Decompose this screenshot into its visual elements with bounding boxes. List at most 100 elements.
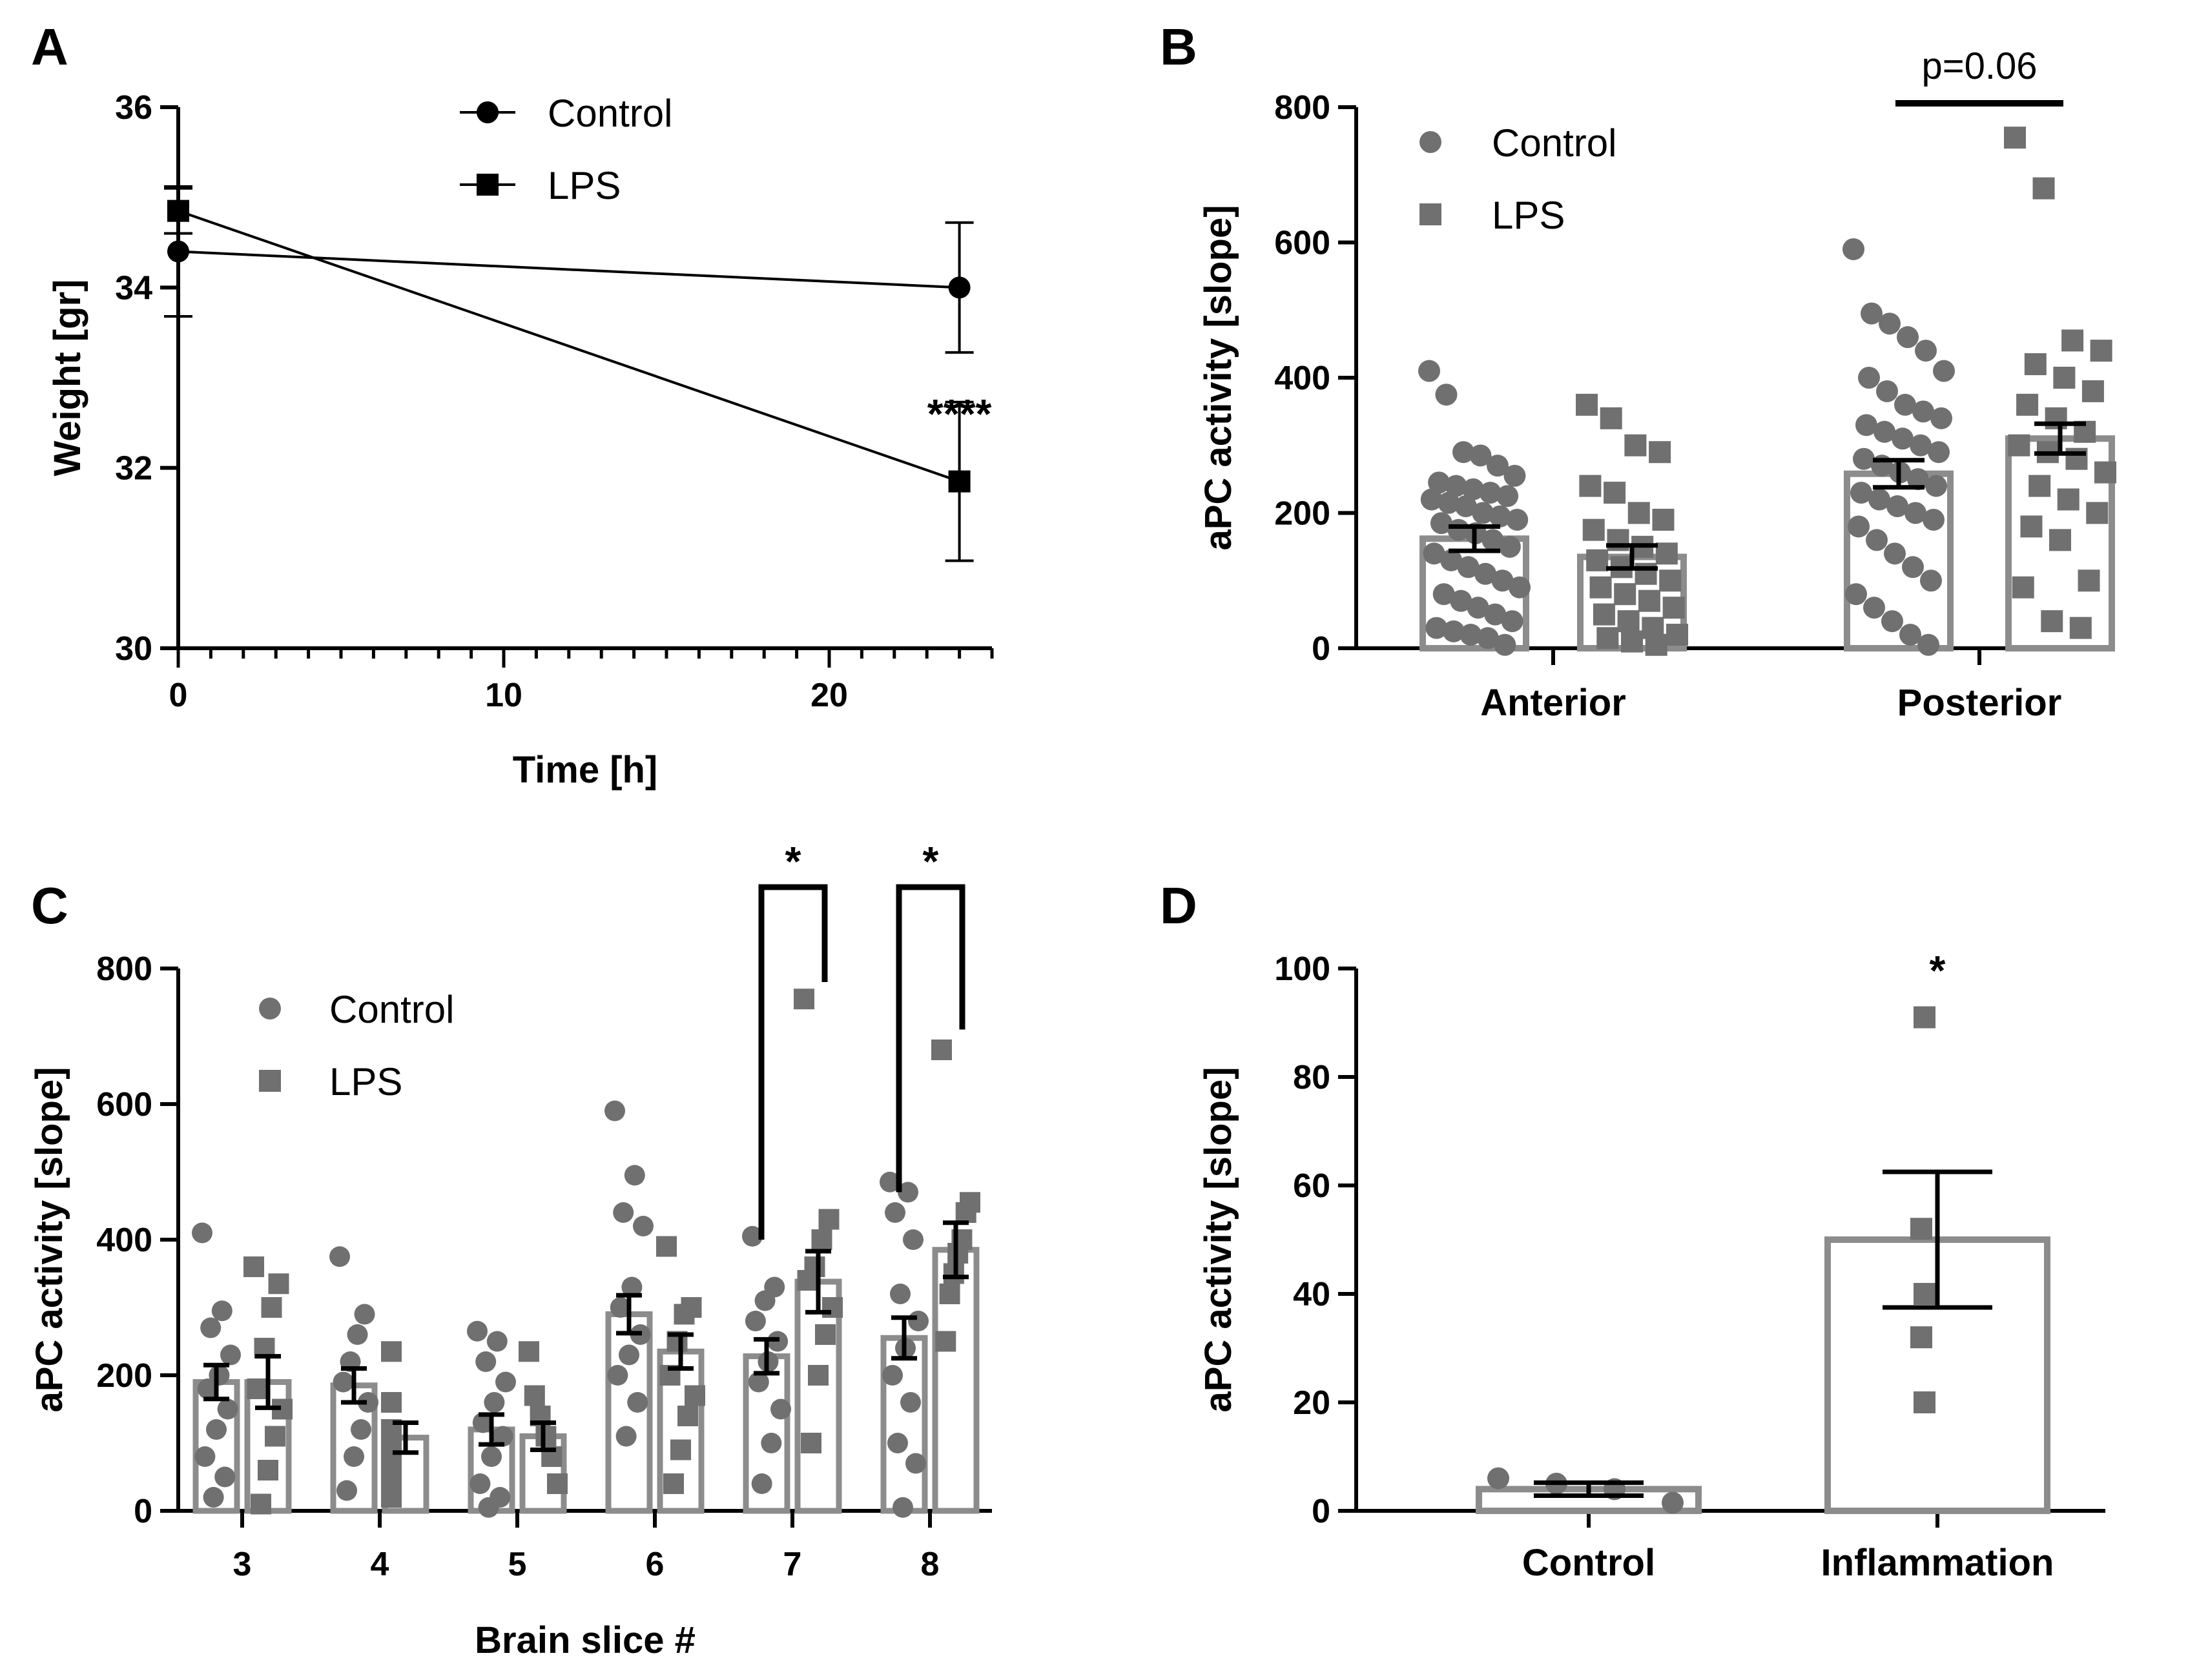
panel-B-point-LPS-Anterior-25 bbox=[1621, 630, 1643, 653]
panel-C-point-LPS-8-6 bbox=[939, 1284, 960, 1304]
panel-B-point-Control-Anterior-2 bbox=[1452, 441, 1474, 464]
panel-B-point-Control-Anterior-16 bbox=[1506, 508, 1529, 531]
panel-B-point-LPS-Anterior-4 bbox=[1579, 475, 1602, 497]
panel-C-point-Control-5-3 bbox=[495, 1371, 516, 1393]
panel-B-point-Control-Posterior-24 bbox=[1904, 502, 1926, 524]
panel-C-point-LPS-7-5 bbox=[822, 1297, 843, 1318]
panel-C-point-Control-8-11 bbox=[893, 1497, 913, 1518]
panel-B-point-Control-Posterior-15 bbox=[1928, 441, 1950, 464]
panel-C-point-LPS-4-0 bbox=[381, 1341, 402, 1362]
panel-C-point-Control-8-9 bbox=[887, 1433, 908, 1453]
panel-C-point-Control-3-7 bbox=[206, 1419, 227, 1440]
panel-B-point-LPS-Anterior-6 bbox=[1627, 502, 1650, 524]
panel-A-point-LPS-0 bbox=[167, 200, 189, 222]
panel-B-point-LPS-Posterior-8 bbox=[2045, 407, 2067, 429]
panel-C-x-tick-label-1: 4 bbox=[371, 1546, 389, 1583]
panel-B-y-axis-title: aPC activity [slope] bbox=[1197, 205, 1239, 550]
panel-B-point-LPS-Posterior-2 bbox=[2061, 329, 2084, 352]
panel-C-point-Control-8-7 bbox=[882, 1365, 903, 1386]
panel-B-x-tick-label-0: Anterior bbox=[1480, 682, 1626, 724]
panel-B-point-LPS-Posterior-18 bbox=[2049, 529, 2071, 551]
panel-C-point-Control-8-2 bbox=[885, 1202, 905, 1223]
panel-C-point-LPS-3-4 bbox=[247, 1378, 268, 1399]
panel-B-point-Control-Anterior-14 bbox=[1472, 502, 1494, 524]
panel-B-point-Control-Posterior-0 bbox=[1842, 238, 1864, 260]
panel-C-point-Control-3-8 bbox=[194, 1446, 216, 1467]
panel-C-point-Control-5-5 bbox=[472, 1412, 493, 1433]
panel-B-point-Control-Posterior-33 bbox=[1881, 610, 1903, 633]
panel-B-point-LPS-Anterior-21 bbox=[1617, 610, 1640, 633]
panel-D-point-Inflammation-4 bbox=[1914, 1391, 1935, 1413]
panel-C-legend-marker-1 bbox=[259, 1070, 281, 1092]
panel-B-point-LPS-Posterior-15 bbox=[2057, 488, 2080, 511]
panel-B-point-LPS-Posterior-10 bbox=[2008, 434, 2030, 456]
panel-B-point-Control-Posterior-20 bbox=[1925, 475, 1947, 497]
panel-B-point-LPS-Posterior-3 bbox=[2090, 340, 2112, 362]
panel-B-y-tick-label-0: 0 bbox=[1312, 630, 1330, 668]
panel-C-point-Control-3-1 bbox=[211, 1300, 232, 1322]
panel-C-point-LPS-7-7 bbox=[808, 1365, 829, 1386]
panel-C-point-Control-6-4 bbox=[621, 1276, 643, 1298]
panel-B-point-Control-Posterior-4 bbox=[1915, 340, 1937, 362]
panel-A-x-tick-label-0: 0 bbox=[169, 677, 188, 714]
panel-C-point-Control-6-2 bbox=[613, 1202, 634, 1223]
panel-A-label: A bbox=[31, 18, 68, 76]
panel-D-y-tick-label-3: 60 bbox=[1293, 1167, 1330, 1205]
panel-B-point-Control-Posterior-30 bbox=[1920, 569, 1942, 592]
panel-A-y-tick-label-3: 36 bbox=[115, 89, 152, 127]
panel-C-point-Control-5-0 bbox=[467, 1320, 488, 1342]
panel-B-y-tick-label-2: 400 bbox=[1274, 360, 1330, 397]
panel-B-point-LPS-Anterior-1 bbox=[1600, 407, 1622, 429]
panel-D-y-tick-label-1: 20 bbox=[1293, 1384, 1330, 1422]
panel-C-point-Control-4-5 bbox=[358, 1392, 378, 1413]
panel-B-point-Control-Posterior-34 bbox=[1899, 624, 1921, 646]
panel-C-y-tick-label-4: 800 bbox=[96, 950, 152, 988]
panel-B-point-Control-Posterior-6 bbox=[1858, 367, 1880, 389]
panel-C-point-Control-3-2 bbox=[200, 1317, 222, 1338]
panel-C-point-Control-4-8 bbox=[336, 1480, 357, 1501]
panel-C-point-LPS-5-5 bbox=[547, 1473, 568, 1494]
panel-B-point-Control-Anterior-3 bbox=[1469, 444, 1492, 467]
panel-D-x-tick-label-0: Control bbox=[1522, 1542, 1655, 1584]
panel-D-point-Control-3 bbox=[1662, 1491, 1684, 1514]
panel-C-x-tick-label-0: 3 bbox=[233, 1546, 252, 1583]
panel-B-point-Control-Posterior-32 bbox=[1863, 597, 1885, 619]
panel-C-point-Control-8-8 bbox=[900, 1392, 921, 1413]
panel-B-y-tick-label-4: 800 bbox=[1274, 89, 1330, 127]
panel-B-point-LPS-Posterior-19 bbox=[2078, 569, 2100, 592]
panel-B-point-Control-Posterior-26 bbox=[1848, 515, 1870, 538]
panel-C-point-Control-3-6 bbox=[217, 1398, 238, 1420]
panel-C-point-Control-8-4 bbox=[890, 1284, 911, 1304]
panel-B-point-Control-Anterior-9 bbox=[1479, 482, 1502, 504]
panel-B-point-LPS-Anterior-8 bbox=[1582, 518, 1605, 541]
panel-C-point-Control-8-3 bbox=[903, 1229, 924, 1250]
panel-C-point-Control-3-10 bbox=[203, 1487, 224, 1508]
panel-B-point-Control-Posterior-27 bbox=[1866, 529, 1888, 551]
panel-B-point-Control-Posterior-1 bbox=[1861, 302, 1883, 325]
panel-C-annotation-0: * bbox=[785, 838, 801, 885]
panel-A-legend-marker-1 bbox=[477, 174, 499, 196]
panel-C-point-LPS-3-7 bbox=[258, 1460, 278, 1480]
panel-C-point-LPS-7-2 bbox=[811, 1229, 832, 1250]
panel-B-point-Control-Posterior-10 bbox=[1930, 407, 1952, 429]
panel-B-point-LPS-Anterior-17 bbox=[1614, 583, 1636, 606]
panel-C-point-Control-8-5 bbox=[908, 1311, 929, 1331]
panel-C-point-LPS-7-0 bbox=[794, 989, 814, 1010]
panel-B-point-LPS-Posterior-0 bbox=[2004, 127, 2026, 149]
panel-C-y-axis-title: aPC activity [slope] bbox=[28, 1067, 70, 1412]
panel-A-legend-marker-0 bbox=[477, 101, 499, 123]
panel-A-y-tick-label-0: 30 bbox=[115, 630, 152, 668]
panel-B-point-Control-Posterior-19 bbox=[1907, 468, 1929, 491]
panel-C-point-Control-6-5 bbox=[610, 1297, 631, 1318]
panel-C-point-Control-7-2 bbox=[754, 1290, 776, 1311]
panel-B-point-Control-Anterior-21 bbox=[1498, 535, 1521, 558]
panel-B-point-Control-Anterior-27 bbox=[1509, 576, 1531, 599]
panel-C-point-LPS-5-0 bbox=[519, 1341, 539, 1362]
panel-C-point-Control-6-1 bbox=[624, 1165, 645, 1186]
panel-C-point-Control-5-6 bbox=[492, 1426, 513, 1447]
panel-B-point-Control-Posterior-35 bbox=[1917, 633, 1939, 656]
panel-C-point-Control-7-3 bbox=[745, 1311, 766, 1331]
panel-B-point-Control-Posterior-29 bbox=[1902, 556, 1924, 579]
panel-C-point-Control-4-7 bbox=[344, 1446, 364, 1467]
panel-C-point-Control-4-6 bbox=[351, 1419, 371, 1440]
